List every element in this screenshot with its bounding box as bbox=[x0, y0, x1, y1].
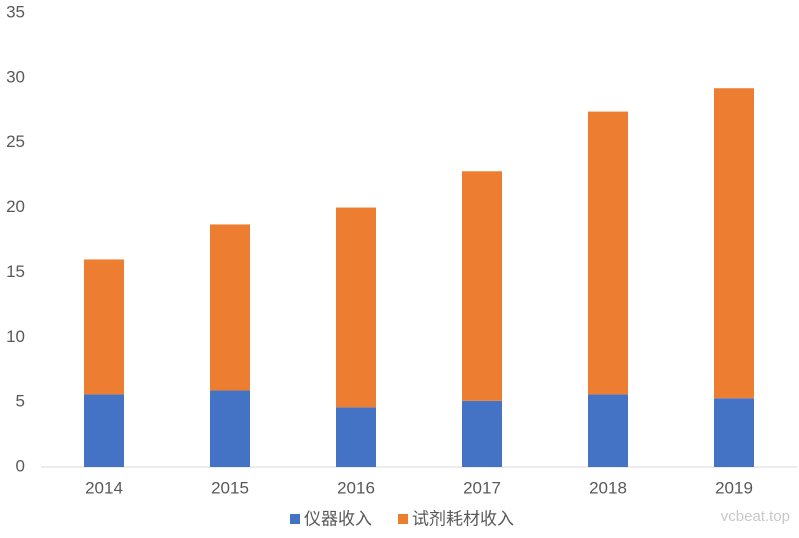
bar bbox=[336, 407, 376, 467]
bar bbox=[588, 394, 628, 467]
y-tick-label: 25 bbox=[6, 132, 25, 151]
y-tick-label: 5 bbox=[16, 392, 25, 411]
watermark: vcbeat.top bbox=[721, 508, 790, 525]
bar bbox=[84, 394, 124, 467]
x-tick-label: 2014 bbox=[85, 478, 123, 497]
bar bbox=[462, 171, 502, 401]
x-tick-label: 2015 bbox=[211, 478, 249, 497]
bar bbox=[714, 88, 754, 399]
legend-label: 试剂耗材收入 bbox=[412, 509, 514, 528]
legend-label: 仪器收入 bbox=[304, 509, 372, 528]
y-tick-label: 35 bbox=[6, 2, 25, 21]
y-tick-label: 0 bbox=[16, 456, 25, 475]
x-tick-label: 2019 bbox=[715, 478, 753, 497]
legend-swatch bbox=[398, 514, 408, 524]
y-tick-label: 30 bbox=[6, 67, 25, 86]
bar bbox=[714, 398, 754, 467]
y-tick-label: 15 bbox=[6, 262, 25, 281]
bar bbox=[84, 259, 124, 395]
bar bbox=[210, 224, 250, 391]
x-tick-label: 2017 bbox=[463, 478, 501, 497]
bar bbox=[210, 390, 250, 467]
x-tick-label: 2016 bbox=[337, 478, 375, 497]
y-tick-label: 20 bbox=[6, 197, 25, 216]
y-tick-label: 10 bbox=[6, 327, 25, 346]
bar bbox=[588, 111, 628, 395]
bar bbox=[336, 207, 376, 408]
bar bbox=[462, 400, 502, 467]
legend-swatch bbox=[290, 514, 300, 524]
x-tick-label: 2018 bbox=[589, 478, 627, 497]
